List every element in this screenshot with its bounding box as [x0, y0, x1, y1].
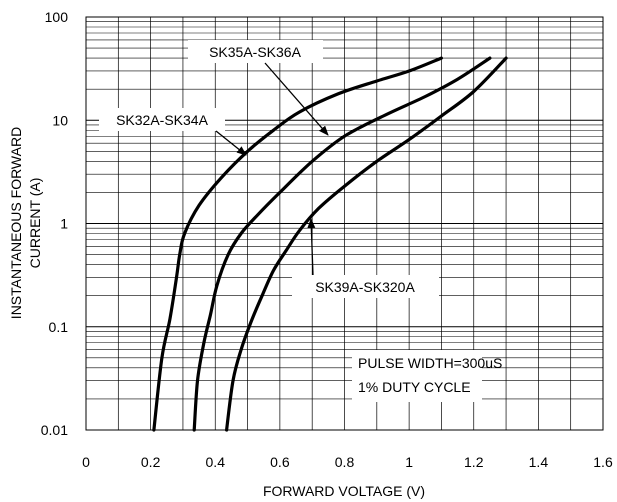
pulse-note: PULSE WIDTH=300uS 1% DUTY CYCLE [352, 350, 502, 402]
annotation-arrow [215, 130, 247, 156]
annotation-label: SK39A-SK320A [315, 279, 415, 295]
annotation-label: SK35A-SK36A [209, 44, 301, 60]
x-tick-label: 0.4 [206, 454, 226, 470]
annotation-arrow [264, 62, 329, 136]
plot-frame [85, 16, 604, 431]
grid [86, 17, 603, 430]
x-tick-label: 0.8 [335, 454, 355, 470]
series-line-sk35a-sk36a [192, 56, 492, 432]
x-tick-label: 0.2 [141, 454, 161, 470]
annotation-box [188, 40, 323, 63]
y-axis-title-line2: CURRENT (A) [27, 178, 43, 269]
series-line-sk32a-sk34a [152, 56, 443, 432]
x-tick-label: 1.6 [593, 454, 613, 470]
x-tick-label: 0.6 [270, 454, 290, 470]
x-tick-label: 1.2 [464, 454, 484, 470]
y-tick-label: 10 [52, 112, 68, 128]
x-tick-label: 0 [82, 454, 90, 470]
curves [152, 56, 508, 432]
y-tick-label: 0.1 [49, 319, 69, 335]
x-axis-title: FORWARD VOLTAGE (V) [263, 483, 425, 499]
annotation-sk35a-sk36a: SK35A-SK36A [188, 40, 329, 136]
x-tick-label: 1.4 [529, 454, 549, 470]
pulse-note-box [352, 350, 482, 402]
pulse-width-text: PULSE WIDTH=300uS [358, 355, 502, 371]
y-axis-title-line1: INSTANTANEOUS FORWARD [8, 127, 24, 319]
annotation-arrow [307, 218, 316, 276]
annotation-sk39a-sk320a: SK39A-SK320A [292, 218, 439, 298]
annotation-box [292, 275, 439, 298]
annotation-label: SK32A-SK34A [116, 112, 208, 128]
x-tick-labels: 0 0.2 0.4 0.6 0.8 1 1.2 1.4 1.6 [82, 454, 613, 470]
series-line-sk39a-sk320a [225, 56, 508, 432]
y-tick-labels: 0.01 0.1 1 10 100 [41, 9, 68, 438]
y-tick-label: 1 [60, 216, 68, 232]
y-tick-label: 0.01 [41, 422, 68, 438]
x-tick-label: 1 [405, 454, 413, 470]
annotation-sk32a-sk34a: SK32A-SK34A [99, 108, 247, 156]
y-tick-label: 100 [45, 9, 69, 25]
duty-cycle-text: 1% DUTY CYCLE [358, 379, 471, 395]
annotation-box [99, 108, 225, 131]
